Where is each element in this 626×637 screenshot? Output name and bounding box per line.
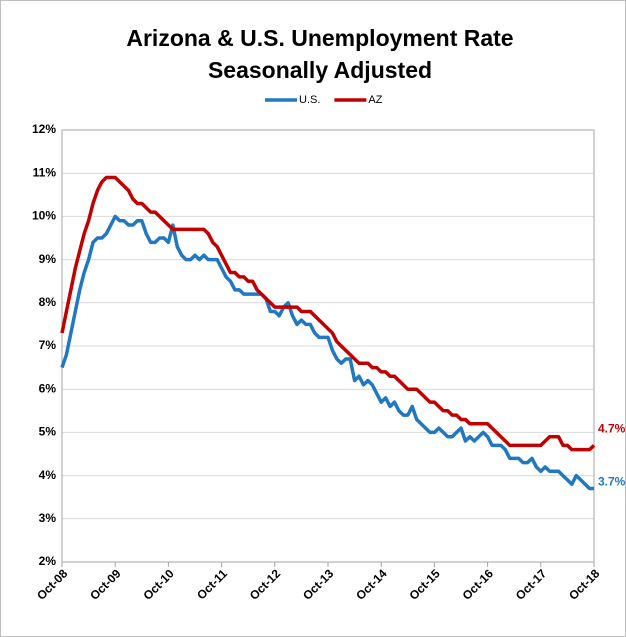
chart-title: Arizona & U.S. Unemployment Rate [126,25,513,51]
y-tick-label: 11% [33,165,57,179]
series-line [60,214,594,491]
y-tick-label: 3% [39,511,57,525]
data-label: 3.7% [598,475,626,489]
legend-label: AZ [368,94,382,106]
y-tick-label: 10% [32,209,56,223]
legend-label: U.S. [299,94,320,106]
data-label: 4.7% [598,422,626,436]
series-line [60,175,596,452]
y-tick-label: 6% [39,381,57,395]
y-tick-label: 2% [39,554,57,568]
y-tick-label: 5% [39,425,57,439]
y-tick-label: 9% [39,252,57,266]
y-tick-label: 7% [39,338,57,352]
chart-subtitle: Seasonally Adjusted [208,57,432,83]
y-tick-label: 12% [32,122,56,136]
y-tick-label: 8% [39,295,57,309]
y-tick-label: 4% [39,468,57,482]
